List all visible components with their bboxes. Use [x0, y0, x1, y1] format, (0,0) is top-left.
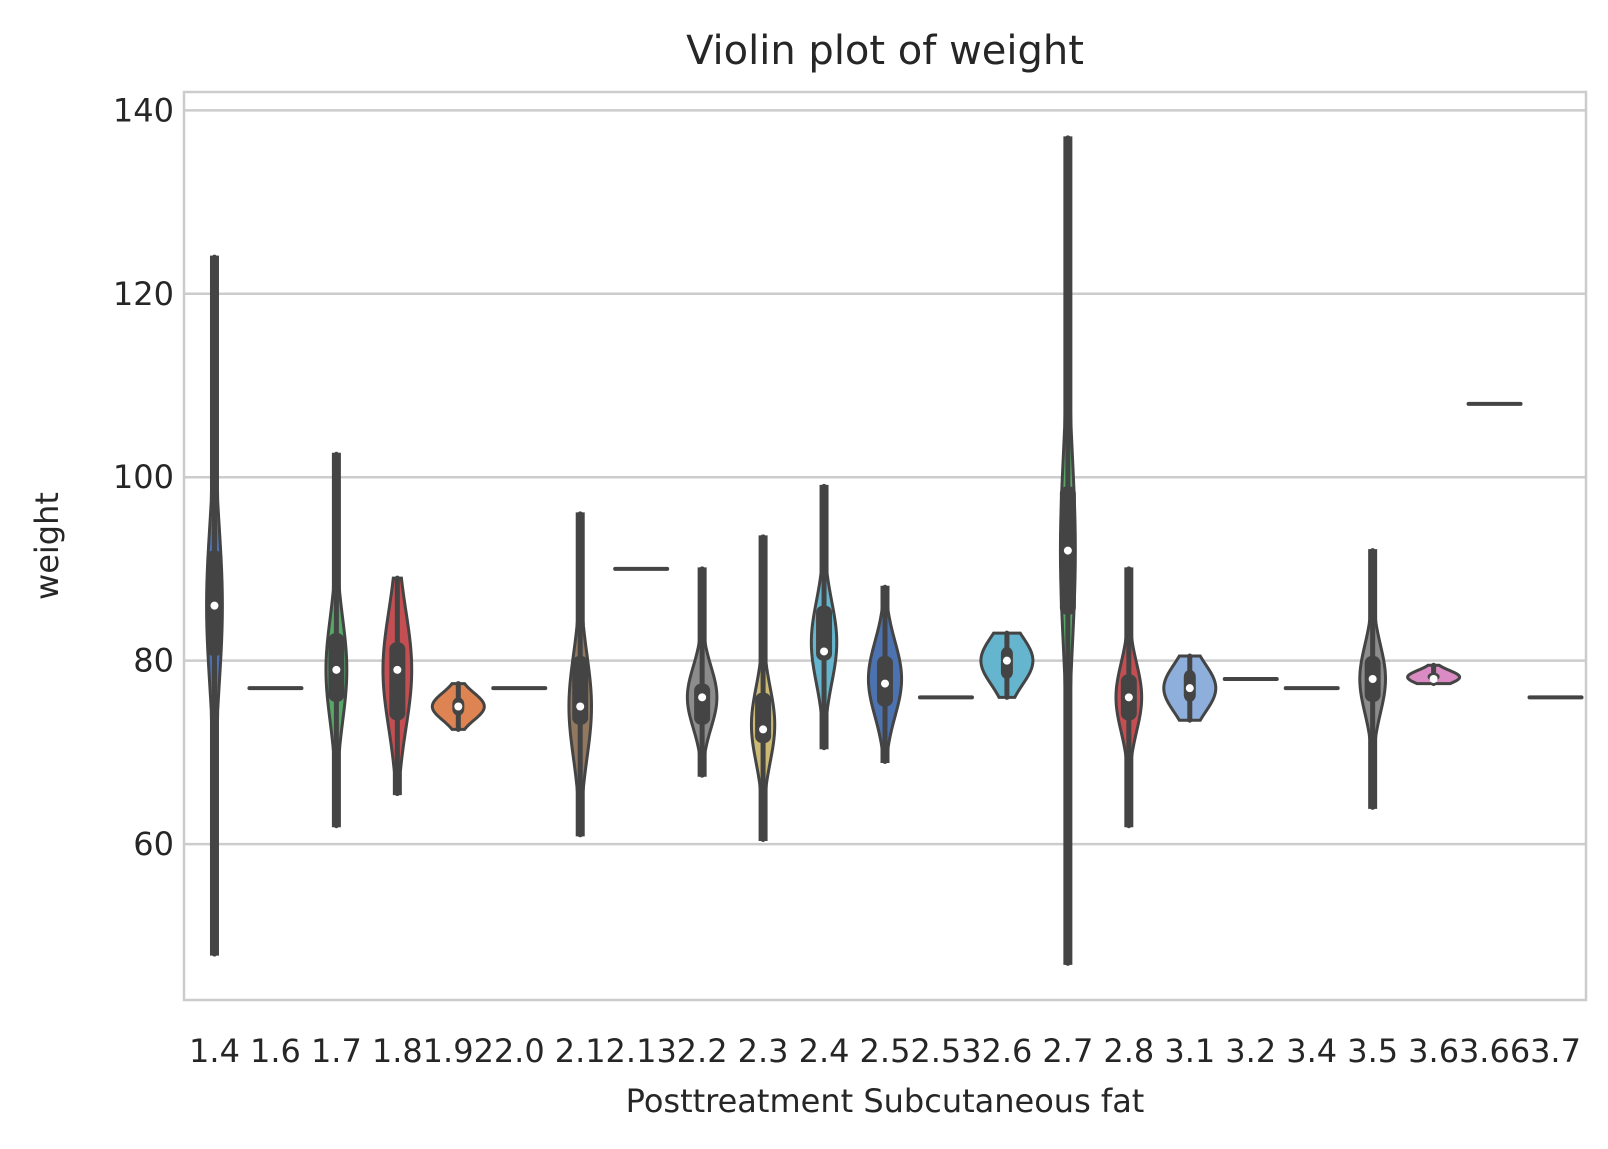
x-tick-label: 2.1 [555, 1032, 606, 1070]
x-tick-label: 2.6 [981, 1032, 1032, 1070]
plot-frame [182, 90, 1588, 1002]
violin-3.6 [1406, 662, 1462, 687]
violin-median [698, 693, 707, 702]
violin-1.4 [205, 254, 224, 957]
violin-2.8 [1114, 566, 1144, 829]
x-tick-label: 2.5 [860, 1032, 911, 1070]
x-tick-label: 3.6 [1408, 1032, 1459, 1070]
x-tick-label: 1.92 [423, 1032, 494, 1070]
y-axis-label: weight [28, 492, 66, 600]
violin-median [393, 665, 402, 674]
violin-1.7 [324, 451, 349, 829]
violin-2.1 [567, 511, 594, 838]
y-tick-label: 140 [113, 91, 174, 129]
violin-median [820, 647, 829, 656]
x-tick-label: 2.2 [677, 1032, 728, 1070]
y-tick-label: 80 [133, 642, 174, 680]
violin-median [576, 702, 585, 711]
x-tick-label: 3.7 [1530, 1032, 1581, 1070]
violin-median [332, 665, 341, 674]
x-tick-label: 2.3 [738, 1032, 789, 1070]
violin-2.3 [749, 534, 777, 842]
violin-2.5 [866, 584, 904, 765]
chart-title: Violin plot of weight [686, 28, 1084, 74]
x-axis-label: Posttreatment Subcutaneous fat [626, 1082, 1145, 1120]
violin-iqr-box [389, 642, 406, 721]
violin-median [881, 679, 889, 688]
y-tick-label: 100 [113, 458, 174, 496]
violin-1.8 [381, 575, 414, 797]
violin-median [1429, 674, 1438, 683]
violin-2.2 [685, 566, 719, 778]
x-tick-label: 2.13 [606, 1032, 677, 1070]
x-tick-label: 1.4 [189, 1032, 240, 1070]
x-tick-label: 2.7 [1042, 1032, 1093, 1070]
x-tick-label: 2.53 [910, 1032, 981, 1070]
x-tick-label: 1.7 [311, 1032, 362, 1070]
violin-3.1 [1162, 653, 1218, 723]
violin-iqr-box [755, 692, 772, 744]
violin-iqr-box [816, 605, 833, 661]
x-tick-labels: 1.4 1.6 1.7 1.8 1.92 2.0 2.1 2.13 2.2 2.3 2.4 2.5 2.… [189, 1032, 1581, 1070]
violin-3.5 [1358, 548, 1388, 810]
violin-iqr-box [572, 656, 589, 725]
x-tick-label: 1.6 [250, 1032, 301, 1070]
violin-iqr-box [694, 683, 711, 725]
violin-median [759, 725, 768, 734]
x-tick-label: 3.4 [1286, 1032, 1337, 1070]
violin-2.6 [979, 630, 1035, 700]
y-tick-labels: 60 80 100 120 140 [113, 91, 174, 863]
violin-2.7 [1058, 135, 1077, 966]
violin-median [210, 601, 219, 610]
x-tick-label: 2.0 [494, 1032, 545, 1070]
violin-median [1368, 674, 1377, 683]
grid-lines [184, 109, 1586, 846]
y-tick-label: 120 [113, 275, 174, 313]
x-tick-label: 3.66 [1459, 1032, 1530, 1070]
x-tick-label: 1.8 [372, 1032, 423, 1070]
violin-median [1185, 684, 1194, 693]
x-tick-label: 2.4 [799, 1032, 850, 1070]
x-tick-label: 3.5 [1347, 1032, 1398, 1070]
violin-median [1063, 546, 1072, 555]
x-tick-label: 3.2 [1225, 1032, 1276, 1070]
violin-median [454, 702, 463, 711]
x-tick-label: 2.8 [1103, 1032, 1154, 1070]
y-tick-label: 60 [133, 825, 174, 863]
violin-2.4 [809, 483, 839, 751]
violin-1.92 [430, 681, 486, 732]
violins [205, 135, 1584, 966]
violin-median [1002, 656, 1011, 665]
x-tick-label: 3.1 [1164, 1032, 1215, 1070]
violin-median [1124, 693, 1133, 702]
